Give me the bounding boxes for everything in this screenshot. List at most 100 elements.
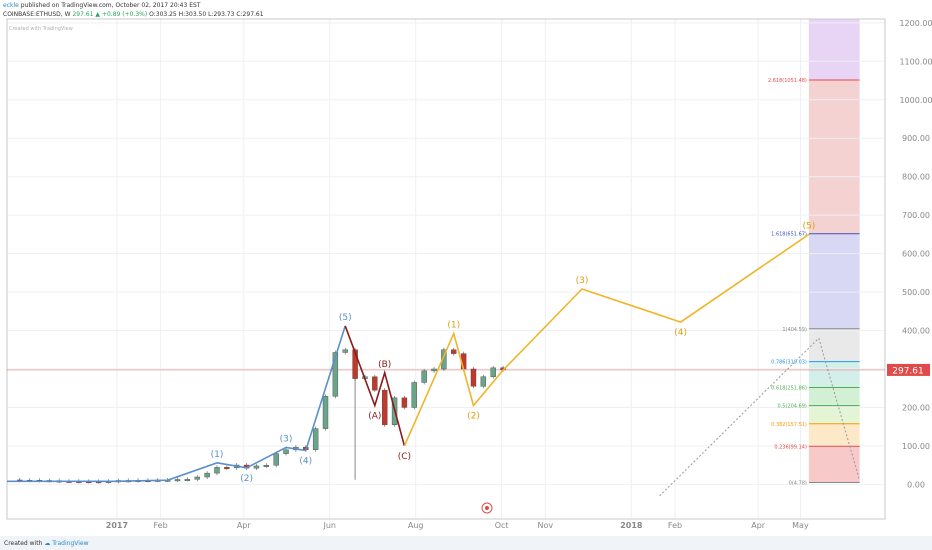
y-tick-label: 700.00	[902, 211, 930, 220]
x-tick-label: Nov	[538, 521, 554, 530]
fib-band	[808, 405, 860, 424]
x-tick-label: Jun	[322, 521, 336, 530]
wave-lines: (1) (2) (3) (4) (5) (A) (B) (C) (1) (2) (3) (4) (5)	[7, 221, 816, 484]
orange-wave-label: (5)	[803, 221, 816, 231]
fib-bands	[808, 19, 860, 483]
candle	[401, 397, 408, 408]
candle	[342, 349, 348, 353]
x-tick-label: Aug	[408, 521, 424, 530]
y-tick-label: 600.00	[902, 250, 930, 259]
candle	[184, 479, 191, 482]
candle	[431, 368, 437, 372]
x-tick-label: Oct	[495, 521, 509, 530]
last-price-tag	[887, 363, 930, 376]
candle	[451, 349, 457, 354]
orange-wave-label: (3)	[576, 276, 589, 286]
candle	[332, 352, 339, 397]
fib-levels: 0(4.78) 0.236(99.14) 0.382(157.51) 0.5(204.…	[659, 78, 861, 497]
fib-level-label: 0(4.78)	[789, 481, 807, 487]
candle	[441, 349, 447, 370]
candle	[253, 465, 260, 469]
publish-info: eckle published on TradingView.com, Octo…	[3, 2, 200, 9]
blue-wave-label: (5)	[339, 313, 352, 323]
y-tick-label: 900.00	[902, 134, 930, 143]
y-tick-label: 500.00	[902, 288, 930, 297]
footer: Created with ☁ TradingView	[0, 536, 932, 550]
y-tick-label: 200.00	[902, 403, 930, 412]
x-tick-label: Apr	[751, 521, 766, 530]
y-tick-label: 400.00	[902, 327, 930, 336]
candle	[381, 389, 388, 425]
candle	[480, 376, 487, 387]
red-wave-label: (A)	[368, 412, 381, 422]
candle	[214, 467, 220, 474]
last-price-tag-label: 297.61	[892, 366, 924, 376]
ohlc-values: O:303.25 H:303.50 L:293.73 C:297.61	[149, 11, 264, 18]
fib-level-label: 0.5(204.69)	[778, 404, 807, 410]
events-icon[interactable]	[481, 502, 493, 514]
y-tick-label: 100.00	[902, 442, 930, 451]
y-tick-label: 0.00	[907, 480, 925, 489]
grid-lines	[7, 19, 885, 519]
watermark: Created with TradingView	[9, 26, 73, 32]
price-chart[interactable]: Created with TradingView 0(4.78) 0.236(99…	[0, 0, 932, 536]
candle	[194, 476, 200, 480]
plot-frame	[6, 18, 886, 520]
y-tick-label: 800.00	[902, 173, 930, 182]
blue-wave-label: (3)	[280, 434, 293, 444]
x-tick-label: May	[792, 521, 809, 530]
symbol-info: COINBASE:ETHUSD, W 297.61 ▲ +0.89 (+0.3%…	[3, 11, 264, 18]
blue-wave-label: (4)	[299, 457, 312, 467]
fib-band	[808, 446, 860, 483]
x-tick-label: Feb	[668, 521, 682, 530]
fib-level-label: 2.618(1051.48)	[768, 78, 807, 84]
tradingview-brand[interactable]: TradingView	[52, 540, 89, 547]
candle	[470, 368, 477, 387]
publish-text: published on TradingView.com, October 02…	[20, 2, 201, 9]
fib-band	[808, 19, 860, 80]
candle	[372, 376, 378, 391]
author-name[interactable]: eckle	[3, 2, 19, 9]
candle	[204, 472, 210, 478]
fib-band	[808, 328, 860, 362]
fib-trend-line	[659, 337, 820, 497]
candle	[263, 464, 270, 467]
x-tick-label: 2017	[106, 521, 128, 530]
fib-level-label: 0.786(319.03)	[771, 360, 807, 366]
y-tick-label: 1100.00	[899, 57, 932, 66]
orange-wave-label: (2)	[467, 412, 480, 422]
candle	[490, 367, 496, 377]
candle	[224, 467, 230, 470]
x-axis: 2017 Feb Apr Jun Aug Oct Nov 2018 Feb Apr May	[106, 521, 809, 530]
candles	[16, 347, 506, 484]
fib-level-label: 0.382(157.51)	[771, 422, 807, 428]
fib-band	[808, 79, 860, 234]
red-wave-line	[344, 325, 406, 447]
fib-band	[808, 423, 860, 447]
candle	[352, 349, 358, 379]
orange-wave-label: (4)	[674, 328, 687, 338]
tradingview-logo-icon[interactable]: ☁	[44, 540, 51, 547]
y-axis: 0.00100.00200.00300.00400.00500.00600.00…	[887, 19, 932, 489]
created-with-text: Created with	[4, 540, 43, 547]
candle	[283, 449, 289, 454]
fib-level-label: 0.236(99.14)	[774, 444, 807, 450]
blue-wave-line	[7, 325, 346, 483]
candle	[273, 453, 279, 466]
up-arrow-icon: ▲	[95, 11, 101, 18]
fib-band	[808, 387, 860, 406]
candle	[312, 428, 319, 450]
last-price: 297.61	[72, 11, 94, 18]
x-tick-label: Feb	[154, 521, 168, 530]
blue-wave-label: (2)	[240, 474, 253, 484]
fib-level-label: 0.618(251.86)	[771, 386, 807, 392]
blue-wave-label: (1)	[211, 450, 224, 460]
orange-wave-line	[403, 233, 810, 447]
orange-wave-label: (1)	[447, 321, 460, 331]
candle	[174, 479, 181, 482]
x-tick-label: Apr	[237, 521, 252, 530]
candle	[421, 370, 427, 383]
candle	[322, 396, 329, 429]
x-tick-label: 2018	[620, 521, 643, 530]
symbol-label: COINBASE:ETHUSD, W	[3, 11, 71, 18]
